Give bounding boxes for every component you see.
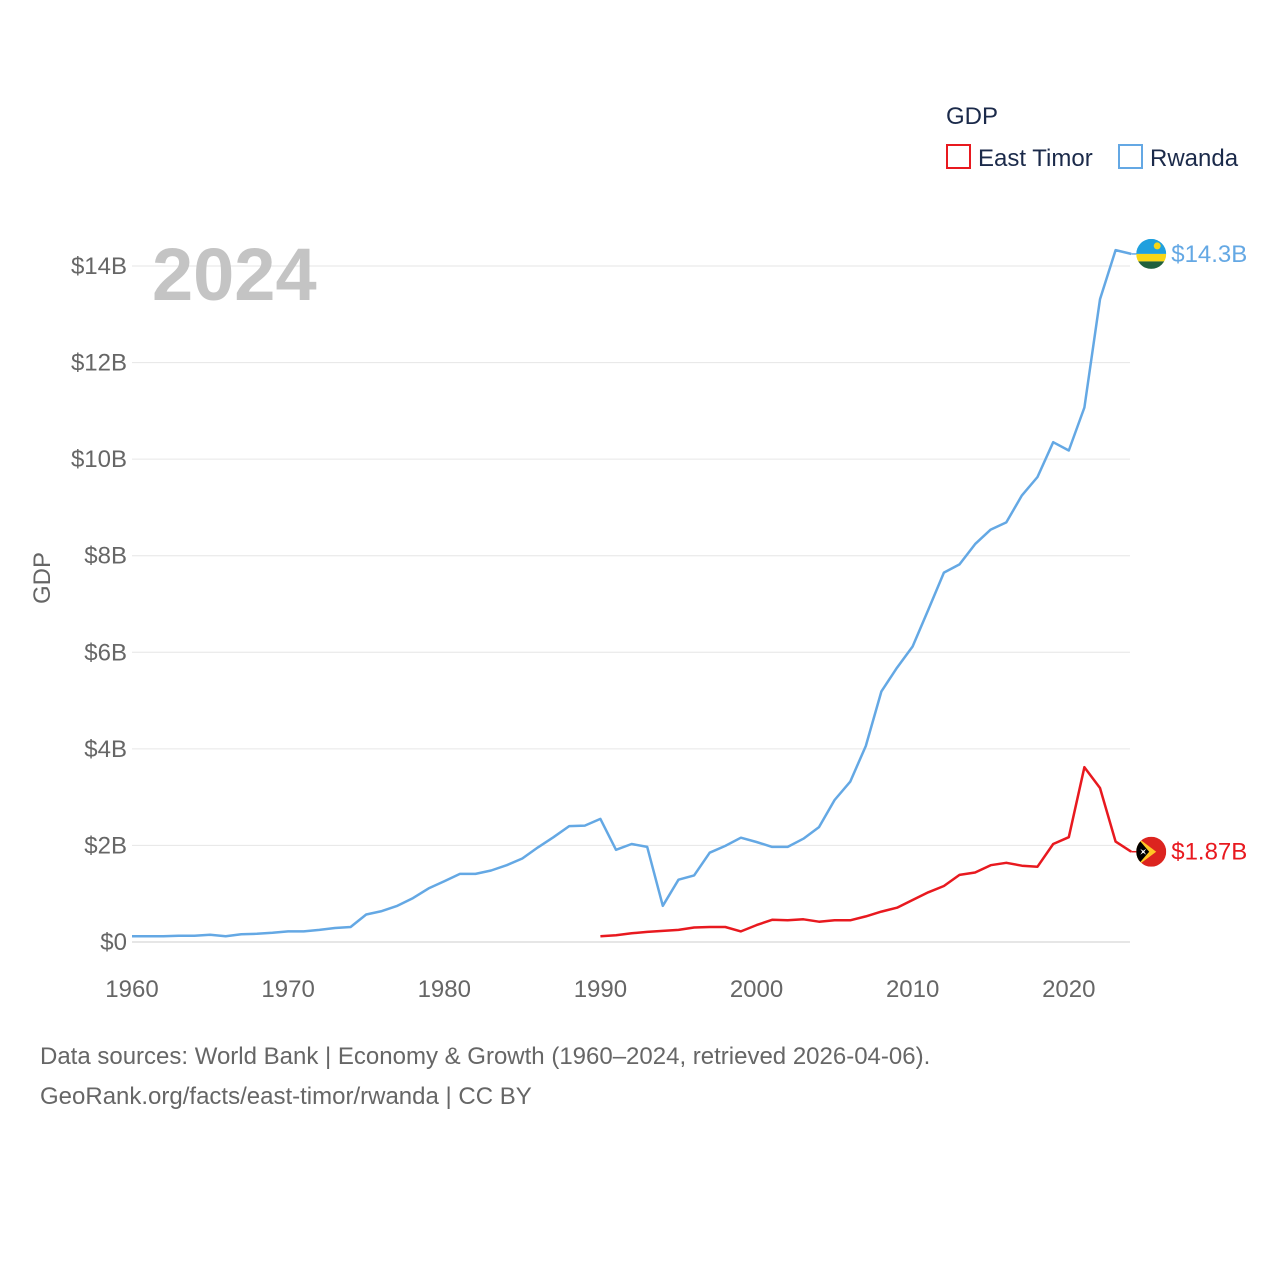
y-tick-label: $6B — [84, 639, 127, 666]
series-line-rwanda[interactable] — [132, 248, 1132, 938]
series-line-east-timor[interactable] — [600, 765, 1132, 938]
east-timor-flag-icon — [1136, 836, 1167, 867]
y-tick-label: $12B — [71, 350, 127, 377]
legend-item-east-timor[interactable]: East Timor — [946, 144, 1093, 172]
footer-attribution[interactable]: GeoRank.org/facts/east-timor/rwanda | CC… — [40, 1083, 532, 1110]
rwanda-flag-icon — [1136, 238, 1167, 269]
y-tick-label: $0 — [100, 929, 127, 956]
legend-label-east-timor: East Timor — [978, 145, 1093, 172]
legend: GDP East Timor Rwanda — [946, 103, 1239, 172]
x-tick-label: 1960 — [105, 976, 158, 1003]
legend-item-rwanda[interactable]: Rwanda — [1118, 144, 1239, 172]
y-axis-title: GDP — [29, 552, 56, 604]
legend-title: GDP — [946, 103, 998, 130]
legend-label-rwanda: Rwanda — [1150, 145, 1239, 172]
end-value-label-east-timor: $1.87B — [1171, 839, 1247, 866]
end-value-label-rwanda: $14.3B — [1171, 241, 1247, 268]
x-tick-label: 2020 — [1042, 976, 1095, 1003]
x-tick-label: 1970 — [261, 976, 314, 1003]
x-tick-label: 1980 — [418, 976, 471, 1003]
x-tick-label: 1990 — [574, 976, 627, 1003]
legend-swatch-east-timor — [946, 144, 971, 169]
x-tick-label: 2000 — [730, 976, 783, 1003]
y-tick-label: $14B — [71, 253, 127, 280]
y-tick-label: $8B — [84, 543, 127, 570]
legend-swatch-rwanda — [1118, 144, 1143, 169]
year-label: 2024 — [152, 233, 317, 316]
x-tick-label: 2010 — [886, 976, 939, 1003]
gdp-line-chart: $0 $2B $4B $6B $8B $10B $12B $14B 1960 1970 1980 19… — [29, 103, 1247, 1003]
y-tick-label: $10B — [71, 446, 127, 473]
y-tick-label: $2B — [84, 832, 127, 859]
y-tick-label: $4B — [84, 736, 127, 763]
footer-data-sources: Data sources: World Bank | Economy & Gro… — [40, 1043, 931, 1070]
